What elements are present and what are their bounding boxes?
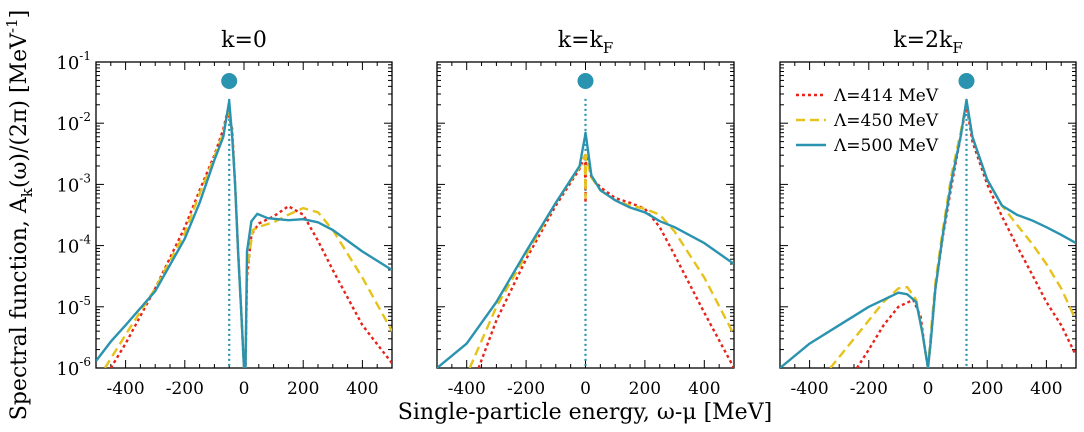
x-tick-label: 0 <box>239 379 250 399</box>
x-tick-label: -400 <box>106 379 144 399</box>
x-tick-label: 400 <box>1030 379 1062 399</box>
y-tick-exp: -1 <box>79 49 91 63</box>
y-tick-label: 10-1 <box>56 49 91 74</box>
panel-k0: k=0-400 -200 0 200 40010-110-210-310-410-510… <box>56 28 393 399</box>
series-line-414 <box>477 154 734 368</box>
y-tick-base: 10 <box>56 114 79 135</box>
x-tick-label: -400 <box>448 379 486 399</box>
x-tick-label: 0 <box>923 379 934 399</box>
y-tick-exp: -5 <box>79 294 91 308</box>
y-axis-label-close: ] <box>7 10 32 19</box>
y-tick-base: 10 <box>56 359 79 380</box>
y-tick-base: 10 <box>56 53 79 74</box>
x-tick-label: -400 <box>790 379 828 399</box>
y-tick-exp: -4 <box>79 233 91 247</box>
x-axis-label: Single-particle energy, ω-μ [MeV] <box>398 400 772 425</box>
y-axis-label-main: Spectral function, A <box>7 196 32 420</box>
x-tick-label: 200 <box>629 379 661 399</box>
panel-title-sub: F <box>952 39 962 57</box>
plot-area <box>437 98 734 368</box>
series-line-414 <box>109 109 392 368</box>
y-axis-label-exp: -1 <box>3 18 21 33</box>
panel-title-main: k=k <box>558 28 604 53</box>
x-tick-label: -200 <box>850 379 888 399</box>
plot-area <box>96 98 392 368</box>
y-tick-label: 10-4 <box>56 233 91 258</box>
quasiparticle-marker <box>958 73 975 89</box>
y-tick-label: 10-2 <box>56 110 91 135</box>
y-tick-exp: -3 <box>79 171 91 185</box>
legend: Λ=414 MeV Λ=450 MeV Λ=500 MeV <box>796 86 939 156</box>
plot-area <box>780 98 1076 368</box>
y-tick-base: 10 <box>56 175 79 196</box>
y-tick-label: 10-3 <box>56 171 91 196</box>
plot-frame <box>779 61 1077 369</box>
y-axis-label-rest: (ω)/(2π) [MeV <box>7 32 32 188</box>
series-line-450 <box>468 154 734 368</box>
panel-title: k=0 <box>221 28 267 53</box>
panel-2kF: k=2kF -400 -200 0 200 400 <box>779 28 1077 399</box>
x-tick-label: -200 <box>507 379 545 399</box>
panel-title-sub: F <box>603 39 613 57</box>
legend-label-414: Λ=414 MeV <box>833 86 939 106</box>
x-tick-label: 0 <box>580 379 591 399</box>
legend-label-450: Λ=450 MeV <box>833 111 939 131</box>
panel-title: k=2kF <box>893 28 963 57</box>
x-tick-label: 400 <box>346 379 378 399</box>
series-line-500 <box>96 99 392 368</box>
y-axis-label: Spectral function, Ak(ω)/(2π) [MeV-1] <box>3 10 36 420</box>
y-tick-exp: -6 <box>79 355 91 369</box>
y-tick-base: 10 <box>56 237 79 258</box>
panel-title: k=kF <box>558 28 614 57</box>
y-tick-label: 10-5 <box>56 294 91 319</box>
x-tick-label: 200 <box>971 379 1003 399</box>
series-line-500 <box>780 98 1076 368</box>
x-tick-label: 400 <box>688 379 720 399</box>
y-axis-label-sub: k <box>18 187 36 197</box>
x-tick-label: 200 <box>287 379 319 399</box>
panel-title-main: k=0 <box>221 28 267 53</box>
y-tick-label: 10-6 <box>56 355 91 380</box>
x-tick-label: -200 <box>166 379 204 399</box>
quasiparticle-marker <box>221 73 238 89</box>
panel-title-main: k=2k <box>893 28 953 53</box>
plot-frame <box>95 61 393 369</box>
quasiparticle-marker <box>577 73 594 89</box>
y-tick-exp: -2 <box>79 110 91 124</box>
y-tick-base: 10 <box>56 298 79 319</box>
legend-label-500: Λ=500 MeV <box>833 136 939 156</box>
panel-kF: k=kF -400 -200 0 200 400 <box>436 28 735 399</box>
series-line-500 <box>437 131 734 368</box>
